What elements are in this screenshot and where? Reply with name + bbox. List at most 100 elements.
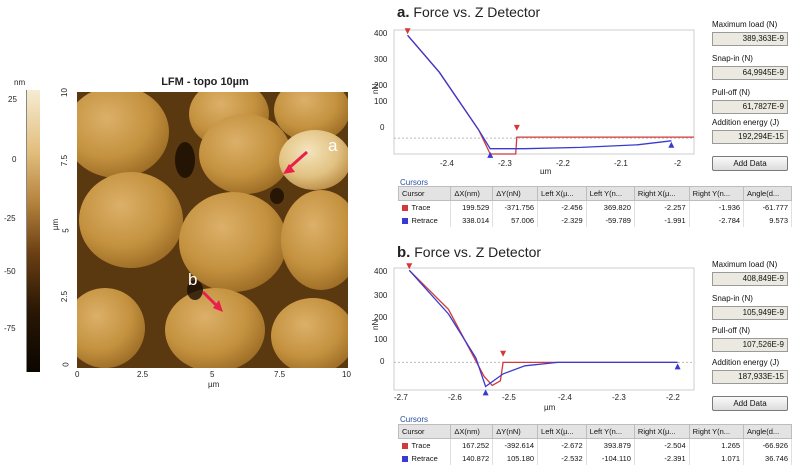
cursor-marker-retrace-right[interactable] — [668, 141, 675, 148]
panel-b-chart: nN 400 300 200 100 0 -2.7 -2.6 -2.5 -2.4… — [371, 263, 695, 412]
energy-label: Addition energy (J) — [712, 118, 780, 127]
table-cell: -1.991 — [634, 214, 690, 227]
cursor-marker-trace-left[interactable] — [406, 263, 413, 270]
trace-swatch-icon — [401, 443, 408, 450]
table-cell: 1.265 — [689, 438, 745, 452]
x-axis-label: µm — [208, 380, 220, 389]
y-tick-label: 400 — [374, 29, 388, 38]
series-line-trace — [408, 269, 678, 387]
x-tick-label: 7.5 — [274, 370, 286, 379]
table-cell: -2.784 — [689, 214, 745, 227]
x-tick-label: 0 — [75, 370, 80, 379]
x-tick-label: -2.3 — [612, 393, 626, 402]
max-load-value[interactable]: 389,363E-9 — [712, 32, 788, 46]
snap-in-value[interactable]: 64,9945E-9 — [712, 66, 788, 80]
table-cell: -2.391 — [634, 452, 690, 465]
energy-value[interactable]: 192,294E-15 — [712, 130, 788, 144]
energy-value[interactable]: 187,933E-15 — [712, 370, 788, 384]
colorbar-gradient — [26, 90, 40, 372]
table-row[interactable]: Retrace 338.014 57.006 -2.329 -59.789 -1… — [398, 214, 792, 227]
add-data-button[interactable]: Add Data — [712, 156, 788, 171]
x-tick-label: -2.6 — [448, 393, 462, 402]
cursor-name-cell: Retrace — [398, 452, 452, 465]
table-cell: 9.573 — [743, 214, 792, 227]
panel-a-chart: nN 400 300 200 100 0 -2.4 -2.3 -2.2 -2.1… — [371, 28, 695, 174]
cursor-marker-trace-left[interactable] — [404, 28, 411, 35]
column-header[interactable]: Cursor — [397, 424, 452, 439]
column-header[interactable]: Left X(µ... — [537, 424, 587, 439]
cursor-marker-retrace-right[interactable] — [674, 363, 681, 370]
column-header[interactable]: Angle(d... — [743, 424, 792, 439]
panel-a-letter: a. — [397, 4, 410, 21]
pull-off-label: Pull-off (N) — [712, 88, 751, 97]
x-tick-label: -2.4 — [440, 159, 454, 168]
x-tick-label: -2.7 — [394, 393, 408, 402]
table-row[interactable]: Retrace 140.872 105.180 -2.532 -104.110 … — [398, 452, 792, 465]
column-header[interactable]: Right Y(n... — [688, 186, 745, 201]
y-tick-label: 300 — [374, 291, 388, 300]
cursor-name-cell: Trace — [398, 200, 452, 214]
table-cell: -2.672 — [537, 438, 587, 452]
column-header[interactable]: Angle(d... — [743, 186, 792, 201]
table-cell: -2.456 — [537, 200, 587, 214]
column-header[interactable]: Cursor — [397, 186, 452, 201]
column-header[interactable]: Right X(µ... — [633, 424, 690, 439]
afm-topography-image — [77, 92, 348, 368]
energy-label: Addition energy (J) — [712, 358, 780, 367]
y-tick-label: 2.5 — [60, 290, 70, 303]
trace-swatch-icon — [401, 205, 408, 212]
cursor-marker-trace-right[interactable] — [500, 350, 507, 357]
colorbar-tick-label: 0 — [12, 155, 17, 164]
colorbar-tick-label: -50 — [4, 267, 16, 276]
cursor-marker-trace-right[interactable] — [513, 124, 520, 131]
retrace-swatch-icon — [401, 456, 408, 463]
cursor-marker-retrace-left[interactable] — [482, 389, 489, 396]
table-cell: -1.936 — [689, 200, 745, 214]
column-header[interactable]: Right X(µ... — [633, 186, 690, 201]
panel-b-title: b. Force vs. Z Detector — [397, 244, 541, 261]
y-tick-label: 0 — [61, 362, 71, 367]
snap-in-label: Snap-in (N) — [712, 54, 753, 63]
column-header[interactable]: Left Y(n... — [585, 186, 635, 201]
table-cell: -104.110 — [586, 452, 635, 465]
column-header[interactable]: Left X(µ... — [537, 186, 587, 201]
column-header[interactable]: ΔY(nN) — [492, 424, 539, 439]
colorbar: nm 25 0 -25 -50 -75 — [0, 78, 60, 378]
column-header[interactable]: ΔX(nm) — [450, 424, 494, 439]
colorbar-unit: nm — [14, 78, 26, 87]
pull-off-value[interactable]: 61,7827E-9 — [712, 100, 788, 114]
table-row[interactable]: Trace 167.252 -392.614 -2.672 393.879 -2… — [398, 438, 792, 452]
afm-image-panel: LFM - topo 10µm — [50, 70, 360, 390]
cursor-name: Trace — [411, 203, 431, 212]
add-data-button[interactable]: Add Data — [712, 396, 788, 411]
snap-in-value[interactable]: 105,949E-9 — [712, 306, 788, 320]
cursor-marker-retrace-left[interactable] — [487, 151, 494, 158]
x-tick-label: -2.3 — [498, 159, 512, 168]
afm-annotation-overlay — [201, 150, 308, 312]
y-axis-label: µm — [51, 218, 61, 231]
table-cell: -61.777 — [743, 200, 792, 214]
series-line-retrace — [408, 269, 678, 388]
annotation-label-a: a — [328, 136, 338, 155]
column-header[interactable]: Left Y(n... — [585, 424, 635, 439]
cursor-name: Trace — [411, 441, 431, 450]
cursor-name: Retrace — [411, 216, 438, 225]
colorbar-tick-label: -25 — [4, 214, 16, 223]
table-row[interactable]: Trace 199.529 -371.756 -2.456 369.820 -2… — [398, 200, 792, 214]
x-tick-label: -2.2 — [556, 159, 570, 168]
x-tick-label: 5 — [210, 370, 215, 379]
column-header[interactable]: Right Y(n... — [688, 424, 745, 439]
cursors-title: Cursors — [400, 178, 429, 187]
x-axis-label: µm — [544, 403, 556, 412]
table-cell: 140.872 — [450, 452, 494, 465]
column-header[interactable]: ΔY(nN) — [492, 186, 539, 201]
pull-off-value[interactable]: 107,526E-9 — [712, 338, 788, 352]
max-load-value[interactable]: 408,849E-9 — [712, 272, 788, 286]
series-line-retrace — [407, 34, 672, 150]
panel-b-letter: b. — [397, 244, 411, 261]
max-load-label: Maximum load (N) — [712, 260, 778, 269]
table-cell: 105.180 — [492, 452, 539, 465]
y-tick-label: 10 — [59, 88, 69, 97]
column-header[interactable]: ΔX(nm) — [450, 186, 494, 201]
table-cell: -371.756 — [492, 200, 539, 214]
